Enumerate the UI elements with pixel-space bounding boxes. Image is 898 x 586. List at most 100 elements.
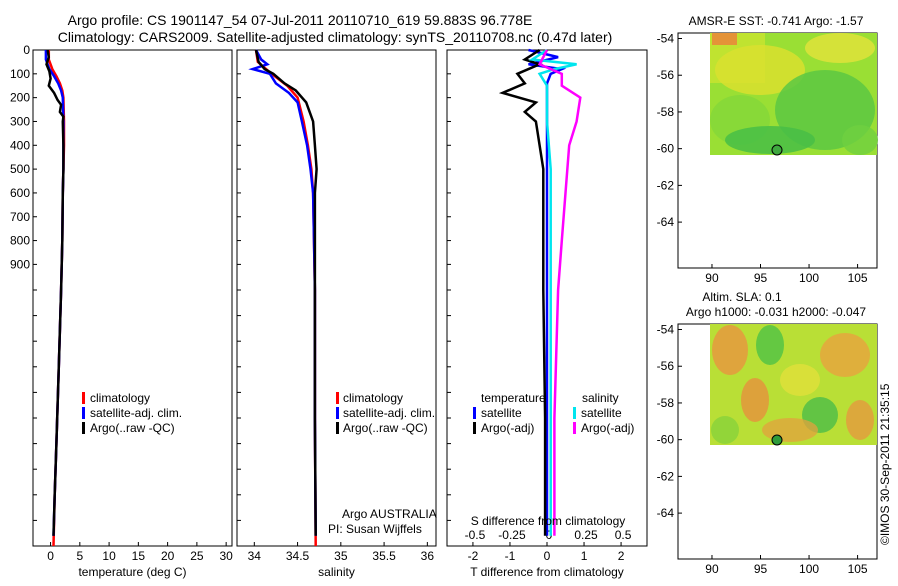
legend-swatch-t-satellite [473, 407, 476, 419]
legend-title-temperature: temperature [481, 391, 546, 405]
header-line1: Argo profile: CS 1901147_54 07-Jul-2011 … [68, 12, 533, 28]
imos-timestamp: ©IMOS 30-Sep-2011 21:35:15 [878, 383, 892, 545]
map-x-tick-label: 95 [754, 271, 768, 285]
sst-map-title: AMSR-E SST: -0.741 Argo: -1.57 [689, 14, 864, 28]
legend-swatch-t-argo [473, 422, 476, 434]
series-line-argo-raw-qc- [45, 49, 65, 536]
map-y-tick-label: -64 [657, 215, 675, 229]
map-y-tick-label: -56 [657, 68, 675, 82]
map-y-tick-label: -56 [657, 359, 675, 373]
legend-title-salinity: salinity [582, 391, 619, 405]
x-tick-label: 30 [219, 549, 233, 563]
pi-annotation: PI: Susan Wijffels [328, 522, 422, 536]
map-x-tick-label: 100 [799, 562, 819, 576]
x-tick-label: -2 [468, 549, 479, 563]
salinity-legend: climatology satellite-adj. clim. Argo(..… [336, 391, 435, 435]
map-y-tick-label: -54 [657, 323, 675, 337]
y-tick-label: 400 [10, 138, 30, 152]
x-tick-label: 35.5 [372, 549, 396, 563]
temperature-panel: 0 100 200 300 400 500 600 700 800 900 0 5 10 15 20 25 30… [10, 43, 233, 579]
map-x-tick-label: 100 [799, 271, 819, 285]
series-line-s-argo-adj- [537, 49, 582, 536]
x-axis-label: salinity [318, 565, 355, 579]
map-y-tick-label: -60 [657, 433, 675, 447]
y-tick-label: 900 [10, 257, 30, 271]
x2-tick-label: -0.5 [465, 528, 486, 542]
legend-label-s-argo: Argo(-adj) [581, 421, 634, 435]
legend-swatch-climatology [336, 392, 339, 404]
sla-argo-marker [771, 434, 783, 446]
x-tick-label: 1 [581, 549, 588, 563]
map-x-tick-label: 90 [705, 271, 719, 285]
x-tick-label: 0 [544, 549, 551, 563]
x-axis-label: temperature (deg C) [78, 565, 186, 579]
sla-map-field [710, 324, 877, 445]
map-y-tick-label: -54 [657, 32, 675, 46]
legend-label-t-satellite: satellite [481, 406, 522, 420]
x2-tick-label: -0.25 [498, 528, 526, 542]
x-tick-label: 35 [334, 549, 348, 563]
y-tick-label: 800 [10, 234, 30, 248]
salinity-panel: 34 34.5 35 35.5 36 salinity [236, 49, 437, 579]
series-line-t-argo-adj- [498, 48, 547, 536]
legend-swatch-satellite [82, 407, 85, 419]
legend-label-t-argo: Argo(-adj) [481, 421, 534, 435]
legend-swatch-s-satellite [573, 407, 576, 419]
y-tick-label: 700 [10, 210, 30, 224]
y-tick-label: 500 [10, 162, 30, 176]
map-y-tick-label: -60 [657, 142, 675, 156]
legend-swatch-argo [336, 422, 339, 434]
sst-map-field [710, 33, 878, 155]
legend-swatch-argo [82, 422, 85, 434]
x-tick-label: 34 [248, 549, 262, 563]
header-line2: Climatology: CARS2009. Satellite-adjuste… [58, 29, 613, 45]
x-tick-label: 36 [421, 549, 435, 563]
legend-label-satellite: satellite-adj. clim. [90, 406, 182, 420]
x-tick-label: 34.5 [286, 549, 310, 563]
x-tick-label: 5 [76, 549, 83, 563]
temperature-legend: climatology satellite-adj. clim. Argo(..… [82, 391, 182, 435]
legend-swatch-s-argo [573, 422, 576, 434]
map-y-tick-label: -58 [657, 396, 675, 410]
difference-panel: -2 -1 0 1 2 T difference from climatology -0.5… [446, 48, 648, 579]
legend-label-satellite: satellite-adj. clim. [343, 406, 435, 420]
difference-top-axis-label: S difference from climatology [471, 514, 626, 528]
series-line-argo-raw-qc- [254, 49, 318, 536]
map-x-tick-label: 90 [705, 562, 719, 576]
map-x-tick-label: 95 [754, 562, 768, 576]
map-x-tick-label: 105 [848, 562, 868, 576]
y-tick-label: 200 [10, 91, 30, 105]
legend-label-climatology: climatology [343, 391, 403, 405]
legend-swatch-satellite [336, 407, 339, 419]
plot-frame [236, 49, 437, 547]
map-x-tick-label: 105 [848, 271, 868, 285]
y-tick-label: 600 [10, 186, 30, 200]
legend-swatch-climatology [82, 392, 85, 404]
legend-label-argo: Argo(..raw -QC) [90, 421, 175, 435]
x2-tick-label: 0.25 [574, 528, 598, 542]
sst-argo-marker [771, 144, 783, 156]
sst-map-panel: AMSR-E SST: -0.741 Argo: -1.57 90 95 100 10… [657, 14, 878, 285]
difference-legend: temperature salinity satellite Argo(-adj… [473, 391, 634, 435]
x-tick-label: 10 [102, 549, 116, 563]
legend-label-climatology: climatology [90, 391, 150, 405]
y-tick-label: 300 [10, 114, 30, 128]
map-y-tick-label: -62 [657, 178, 675, 192]
sla-map-panel: Altim. SLA: 0.1 Argo h1000: -0.031 h2000… [657, 290, 878, 576]
map-y-tick-label: -62 [657, 469, 675, 483]
x-axis-label: T difference from climatology [470, 565, 624, 579]
map-y-tick-label: -58 [657, 105, 675, 119]
x-tick-label: 0 [47, 549, 54, 563]
map-y-tick-label: -64 [657, 506, 675, 520]
sla-map-title2: Argo h1000: -0.031 h2000: -0.047 [686, 305, 866, 319]
x-tick-label: 2 [618, 549, 625, 563]
platform-annotation: Argo AUSTRALIA [342, 507, 437, 521]
x2-tick-label: 0 [546, 528, 553, 542]
x2-tick-label: 0.5 [615, 528, 632, 542]
y-tick-label: 100 [10, 67, 30, 81]
x-tick-label: 20 [161, 549, 175, 563]
x-tick-label: -1 [505, 549, 516, 563]
plot-frame [32, 49, 233, 547]
x-tick-label: 25 [190, 549, 204, 563]
